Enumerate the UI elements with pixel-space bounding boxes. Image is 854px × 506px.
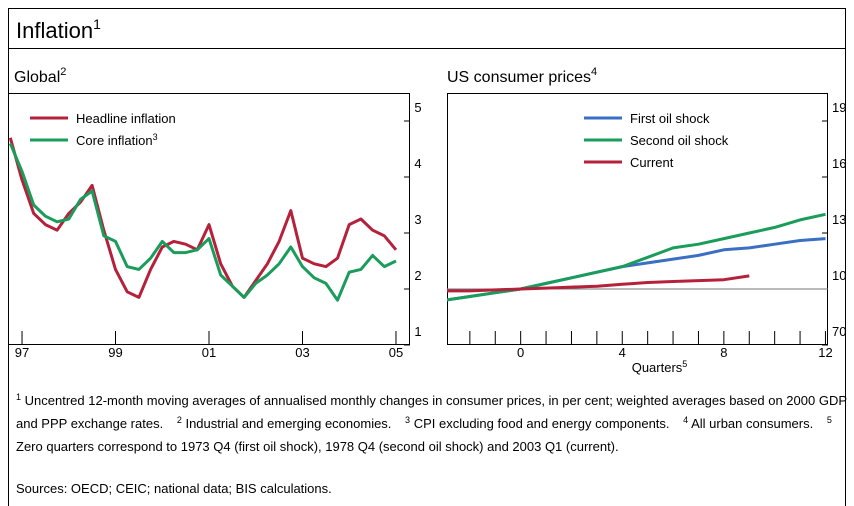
x-tick-label: 4 — [619, 345, 626, 360]
footnotes: 1 Uncentred 12-month moving averages of … — [16, 389, 848, 458]
footnote-text: Industrial and emerging economies. — [185, 416, 392, 431]
sources: Sources: OECD; CEIC; national data; BIS … — [16, 481, 332, 496]
footnote: 1 Uncentred 12-month moving averages of … — [16, 392, 847, 432]
x-tick-label: 0 — [517, 345, 524, 360]
legend-name: Current — [630, 155, 674, 170]
x-axis-label: Quarters5 — [632, 359, 688, 375]
footnote-text: Zero quarters correspond to 1973 Q4 (fir… — [16, 439, 619, 454]
footnote-text: All urban consumers. — [691, 416, 814, 431]
footnote-text: CPI excluding food and energy components… — [413, 416, 670, 431]
x-axis-label-sup: 5 — [682, 359, 687, 369]
title-text: Inflation — [16, 18, 93, 43]
panel-title-text: Global — [14, 69, 60, 86]
y-tick-label: 160 — [832, 156, 854, 171]
y-tick-label: 1 — [414, 324, 421, 339]
y-tick-label: 70 — [832, 324, 846, 339]
legend-name: Second oil shock — [630, 133, 729, 148]
footnote: 2 Industrial and emerging economies. — [176, 415, 392, 432]
legend-name: Headline inflation — [76, 111, 176, 126]
plot-area — [447, 93, 828, 345]
panel-title: US consumer prices4 — [447, 66, 597, 86]
y-tick-label: 190 — [832, 100, 854, 115]
y-tick-label: 4 — [414, 156, 421, 171]
footnote-mark: 5 — [826, 415, 832, 425]
legend-label: Core inflation3 — [76, 132, 158, 148]
x-axis-label-text: Quarters — [632, 360, 683, 375]
x-tick-label: 05 — [389, 345, 403, 360]
legend-name: First oil shock — [630, 111, 710, 126]
y-tick-label: 100 — [832, 268, 854, 283]
panel-title: Global2 — [14, 66, 66, 86]
x-tick-label: 01 — [202, 345, 216, 360]
legend-sup: 3 — [153, 132, 158, 142]
legend-name: Core inflation — [76, 133, 153, 148]
footnote: 3 CPI excluding food and energy componen… — [405, 415, 670, 432]
footnote-mark: 2 — [176, 415, 182, 425]
y-tick-label: 3 — [414, 212, 421, 227]
footnote: 4 All urban consumers. — [683, 415, 814, 432]
y-tick-label: 130 — [832, 212, 854, 227]
footnote: 5 Zero quarters correspond to 1973 Q4 (f… — [16, 415, 832, 455]
footnote-mark: 1 — [16, 392, 22, 402]
panel-title-sup: 4 — [591, 66, 597, 78]
footnote-mark: 3 — [405, 415, 411, 425]
series-line — [447, 274, 750, 293]
x-tick-label: 12 — [818, 345, 832, 360]
panel-title-text: US consumer prices — [447, 69, 591, 86]
panel-title-sup: 2 — [60, 66, 66, 78]
figure-title: Inflation1 — [16, 16, 101, 43]
x-tick-label: 8 — [720, 345, 727, 360]
title-sup: 1 — [93, 16, 101, 32]
legend-label: Headline inflation — [76, 111, 176, 126]
series-line — [8, 142, 397, 302]
x-tick-label: 99 — [108, 345, 122, 360]
x-tick-label: 97 — [15, 345, 29, 360]
y-tick-label: 5 — [414, 100, 421, 115]
footnote-mark: 4 — [683, 415, 689, 425]
footnote-text: Uncentred 12-month moving averages of an… — [16, 393, 847, 431]
legend-label: Second oil shock — [630, 133, 729, 148]
y-tick-label: 2 — [414, 268, 421, 283]
series-line — [447, 212, 826, 302]
x-tick-label: 03 — [295, 345, 309, 360]
legend-label: First oil shock — [630, 111, 710, 126]
legend-label: Current — [630, 155, 674, 170]
